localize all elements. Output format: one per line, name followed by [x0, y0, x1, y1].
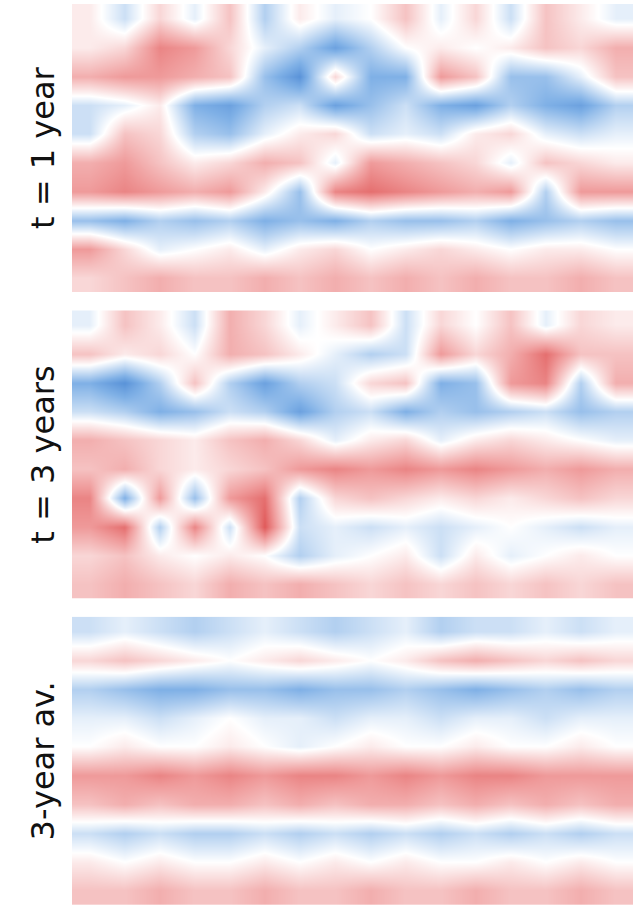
svg-text:t = 3 years: t = 3 years — [24, 365, 62, 543]
svg-text:t = 1 year: t = 1 year — [24, 67, 62, 229]
svg-text:3-year av.: 3-year av. — [24, 681, 62, 840]
